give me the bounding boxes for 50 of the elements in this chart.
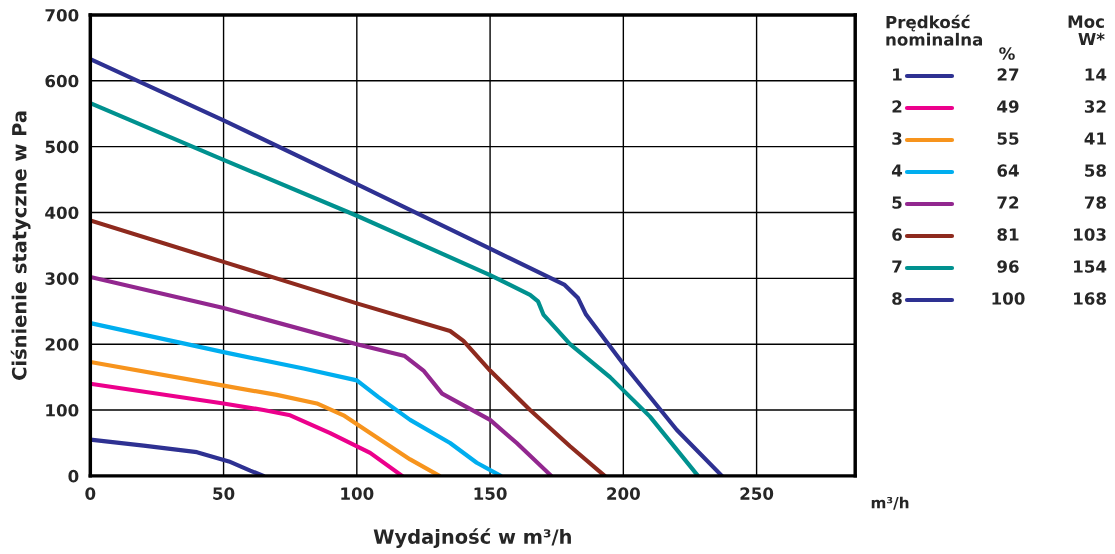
- y-tick-label: 200: [45, 338, 79, 351]
- legend-label: 4: [891, 164, 903, 177]
- legend-label: 8: [892, 292, 902, 305]
- text: 58: [1085, 164, 1106, 177]
- text: m³/h: [871, 496, 909, 510]
- y-tick-label: 700: [45, 8, 79, 22]
- text: 81: [997, 228, 1019, 241]
- text: 55: [997, 132, 1019, 145]
- line-series: [90, 381, 405, 476]
- legend-label: 5: [892, 196, 902, 209]
- x-tick-label: 0: [85, 487, 96, 500]
- y-tick-label: 400: [45, 206, 79, 220]
- legend-label: 6: [892, 228, 902, 241]
- line-series: [90, 359, 442, 476]
- y-tick-label: 600: [45, 74, 79, 88]
- text: 14: [1085, 68, 1107, 81]
- line-series: [90, 437, 266, 476]
- text: %: [999, 47, 1015, 60]
- text: Moc W*: [1068, 15, 1105, 46]
- y-tick-label: 500: [45, 140, 79, 154]
- text: 96: [997, 260, 1019, 273]
- legend-label: 2: [892, 100, 902, 113]
- legend-label: 1: [893, 68, 902, 81]
- line-series: [90, 321, 503, 476]
- line-series: [90, 274, 554, 476]
- x-tick-label: 50: [213, 487, 235, 500]
- y-tick-label: 300: [45, 272, 79, 285]
- text: 168: [1074, 292, 1106, 305]
- text: 49: [997, 100, 1019, 113]
- x-tick-label: 200: [607, 487, 640, 500]
- legend-label: 7: [892, 260, 902, 273]
- legend-title: Prędkość nominalna: [886, 14, 983, 46]
- x-tick-label: 150: [474, 487, 507, 500]
- text: 27: [997, 68, 1019, 81]
- y-tick-label: 100: [46, 404, 79, 417]
- text: 41: [1084, 132, 1106, 145]
- legend-label: 3: [892, 132, 902, 145]
- text: 103: [1074, 228, 1106, 241]
- text: 32: [1084, 100, 1106, 113]
- text: 154: [1074, 260, 1107, 273]
- y-tick-label: 0: [68, 469, 79, 483]
- text: 100: [992, 292, 1025, 305]
- y-axis-title: Ciśnienie statyczne w Pa: [10, 111, 31, 380]
- text: 78: [1084, 196, 1106, 209]
- x-tick-label: 250: [740, 487, 774, 500]
- x-tick-label: 100: [341, 487, 374, 500]
- text: 64: [997, 164, 1019, 177]
- x-axis-title: Wydajność w m³/h: [373, 528, 571, 548]
- text: 72: [997, 196, 1019, 209]
- line-series: [90, 218, 607, 476]
